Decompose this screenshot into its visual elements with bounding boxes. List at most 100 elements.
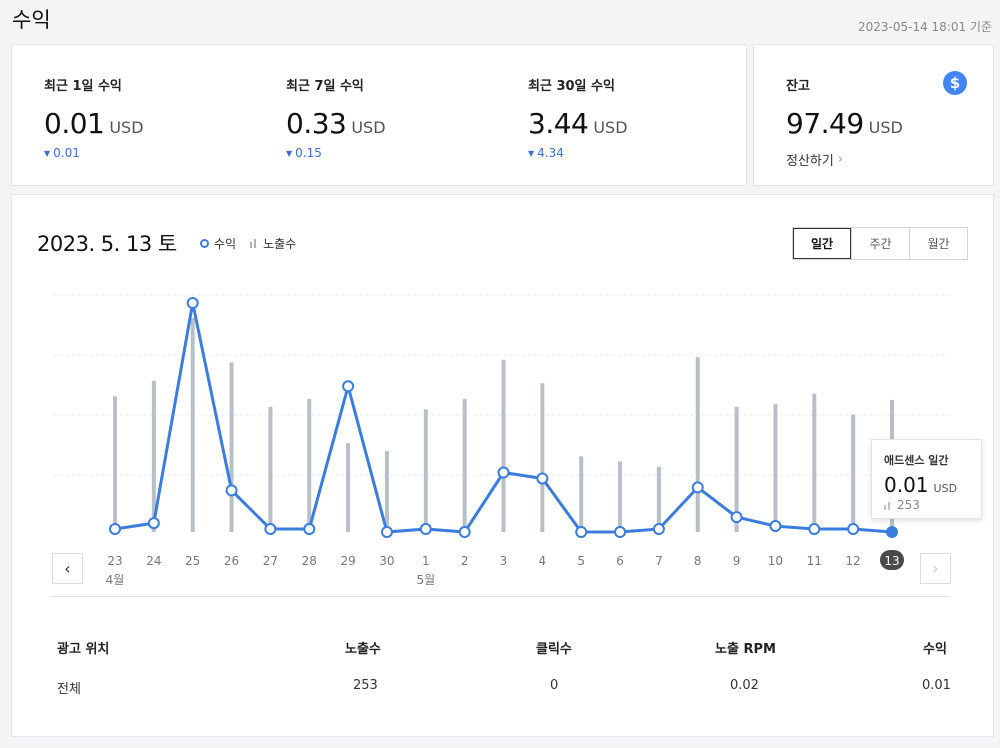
revenue-point [380,526,393,538]
month-label: 4월 [106,573,125,587]
x-tick-label: 23 [107,554,122,568]
revenue-point [691,481,704,494]
table-cell-rpm: 0.02 [730,678,759,693]
dollar-icon: $ [943,71,967,95]
revenue-point [614,526,627,538]
table-header-clicks: 클릭수 [536,642,572,657]
stat-label: 최근 1일 수익 [44,79,122,94]
x-tick-label: 3 [500,554,508,568]
revenue-point [303,523,316,536]
impression-bar [656,466,661,532]
impression-bar [695,357,700,532]
table-header-placement: 광고 위치 [57,642,110,657]
legend-revenue-label: 수익 [214,237,237,251]
tab-daily[interactable]: 일간 [793,228,851,259]
stat-unit: USD [351,118,386,137]
impression-bar [734,406,739,532]
tooltip-title: 애드센스 일간 [884,454,949,467]
tab-monthly[interactable]: 월간 [909,228,967,259]
x-tick-label: 11 [807,554,822,568]
chart-next-button[interactable]: › [920,553,951,584]
legend-revenue: 수익 [200,235,236,252]
chevron-right-icon: › [932,559,939,578]
x-tick-label: 27 [263,554,278,568]
settle-link[interactable]: 정산하기 › [786,150,903,169]
impression-bar [812,393,817,532]
down-arrow-icon: ▼ [44,148,51,158]
impression-bar [540,383,545,532]
revenue-chart-card: 2023. 5. 13 토 수익 노출수 일간 주간 월간 23 24 25 26 27… [11,194,994,737]
impression-bar [384,451,389,532]
chart-tooltip: 애드센스 일간 0.01 USD 253 [871,439,982,519]
x-tick-label: 12 [846,554,861,568]
stat-label: 최근 30일 수익 [528,79,615,94]
line-marker-icon [200,239,209,248]
table-cell-placement: 전체 [57,682,81,697]
x-tick-label: 10 [768,554,783,568]
stat-delta: ▼ 0.15 [286,146,386,160]
table-header-impressions: 노출수 [345,642,381,657]
balance-stat: 잔고 97.49 USD 정산하기 › [786,75,903,169]
tab-weekly[interactable]: 주간 [851,228,909,259]
bar-chart-icon [884,501,892,510]
impression-bar [113,396,117,532]
revenue-point [147,517,160,530]
page-title: 수익 [12,8,51,32]
x-tick-label: 2 [461,554,469,568]
settle-link-label: 정산하기 [786,154,834,169]
legend-impressions-label: 노출수 [263,237,297,251]
revenue-point [808,523,821,536]
table-cell-revenue: 0.01 [922,678,951,693]
x-tick-label: 1 [422,554,430,568]
stat-delta-value: 0.15 [295,146,322,160]
table-header-rpm: 노출 RPM [715,642,776,657]
tooltip-impressions-value: 253 [897,498,920,512]
x-tick-label: 8 [694,554,702,568]
revenue-point [886,526,898,538]
chart-date: 2023. 5. 13 토 [37,232,177,256]
revenue-summary-card: 최근 1일 수익 0.01 USD ▼ 0.01 최근 7일 수익 0.33 U… [11,44,747,186]
stat-value: 3.44 [528,107,589,140]
chart-prev-button[interactable]: ‹ [52,553,83,584]
balance-unit: USD [868,118,903,137]
stat-delta: ▼ 4.34 [528,146,628,160]
balance-label: 잔고 [786,79,810,94]
impression-bar [346,443,351,532]
legend-impressions: 노출수 [250,235,296,252]
impression-bar [618,461,623,532]
revenue-point [109,523,121,536]
chart-legend: 수익 노출수 [200,235,310,252]
stat-label: 최근 7일 수익 [286,79,364,94]
impression-bar [307,398,312,532]
impression-bar [851,414,856,532]
impression-bar [423,409,428,532]
impression-bar [462,398,467,532]
revenue-point [342,380,355,393]
x-tick-label: 6 [616,554,624,568]
x-tick-label: 5 [577,554,585,568]
stat-unit: USD [593,118,628,137]
chevron-left-icon: ‹ [64,559,71,578]
impression-bar [773,404,778,532]
impression-bar [151,380,156,532]
revenue-point [847,523,860,536]
revenue-point [419,523,432,536]
revenue-point [652,523,665,536]
revenue-point [730,511,743,524]
stat-delta-value: 4.34 [537,146,564,160]
stat-1day: 최근 1일 수익 0.01 USD ▼ 0.01 [44,75,144,160]
table-cell-impressions: 253 [353,678,378,693]
x-tick-label: 29 [340,554,355,568]
stat-30day: 최근 30일 수익 3.44 USD ▼ 4.34 [528,75,628,160]
selected-tick-badge [880,550,904,570]
revenue-point [264,523,277,536]
x-tick-label: 24 [146,554,161,568]
revenue-point [225,484,238,497]
x-tick-label: 28 [302,554,317,568]
tooltip-unit: USD [933,482,958,495]
table-header-revenue: 수익 [923,642,947,657]
balance-card: $ 잔고 97.49 USD 정산하기 › [753,44,994,186]
revenue-point [458,526,471,538]
stat-value: 0.01 [44,107,105,140]
